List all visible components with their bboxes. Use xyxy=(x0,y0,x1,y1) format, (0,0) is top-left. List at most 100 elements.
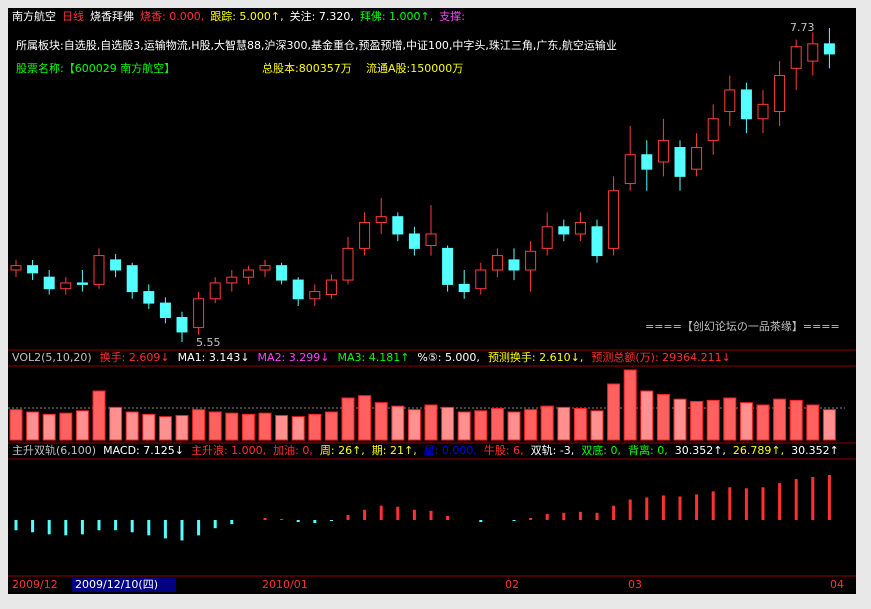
candle-body xyxy=(641,154,653,170)
candle-body xyxy=(176,317,188,333)
candle-body xyxy=(375,216,387,223)
candle-body xyxy=(226,276,238,284)
volume-bar xyxy=(9,409,23,441)
candle-body xyxy=(574,221,586,235)
status-text: 总股本:800357万 xyxy=(262,61,352,75)
status-text: 主升双轨(6,100) xyxy=(12,443,96,457)
volume-bar xyxy=(407,409,421,441)
volume-bar xyxy=(706,399,720,441)
candle-body xyxy=(242,269,254,278)
candle-body xyxy=(292,279,304,300)
volume-bar xyxy=(557,406,571,441)
volume-bar xyxy=(142,413,156,441)
status-text: 牛股: 6, xyxy=(484,443,524,457)
volume-bar xyxy=(773,398,787,441)
low-label: 5.55 xyxy=(196,336,221,349)
volume-bar xyxy=(374,402,388,441)
status-text: 主升浪: 1.000, xyxy=(191,443,266,457)
status-text: 日线 xyxy=(62,9,84,23)
candle-body xyxy=(342,247,354,281)
candle-body xyxy=(27,265,39,274)
volume-bar xyxy=(92,390,106,441)
volume-bar xyxy=(291,416,305,441)
status-text: 30.352↑, xyxy=(675,444,726,457)
volume-bar xyxy=(474,410,488,441)
volume-bar xyxy=(789,399,803,441)
status-text: 周: 26↑, xyxy=(320,444,365,457)
candle-body xyxy=(508,259,520,271)
volume-bar xyxy=(75,410,89,441)
watermark: ====【创幻论坛の一品茶缘】==== xyxy=(645,319,840,333)
status-text: 换手: 2.609↓ xyxy=(100,350,170,364)
date-label: 02 xyxy=(505,578,519,591)
candle-body xyxy=(591,226,603,257)
volume-bar xyxy=(341,397,355,441)
candle-body xyxy=(76,282,88,285)
high-label: 7.73 xyxy=(790,21,815,34)
volume-bar xyxy=(109,406,123,441)
volume-bar xyxy=(806,404,820,441)
volume-bar xyxy=(424,404,438,441)
candle-body xyxy=(60,282,72,290)
volume-bar xyxy=(822,409,836,441)
volume-bar xyxy=(756,404,770,441)
volume-bar xyxy=(391,405,405,441)
status-text: 流通A股:150000万 xyxy=(366,61,463,75)
volume-bar xyxy=(507,411,521,441)
status-text: 支撑: xyxy=(439,9,465,23)
status-text: MA3: 4.181↑ xyxy=(337,351,409,364)
volume-bar xyxy=(524,409,538,441)
candle-body xyxy=(408,233,420,249)
volume-bar xyxy=(125,411,139,441)
status-text: 南方航空 xyxy=(12,9,56,23)
volume-bar xyxy=(308,413,322,441)
volume-bar xyxy=(656,394,670,441)
status-text: 关注: 7.320, xyxy=(290,9,354,23)
candle-body xyxy=(359,221,371,249)
candle-body xyxy=(558,226,570,235)
volume-bar xyxy=(241,413,255,441)
candle-body xyxy=(724,89,736,113)
volume-bar xyxy=(673,398,687,441)
status-text: 股票名称:【600029 南方航空】 xyxy=(16,61,175,75)
status-text: 星: 0.000, xyxy=(424,444,477,457)
candle-body xyxy=(10,265,22,271)
status-text: 30.352↑ xyxy=(791,444,839,457)
candle-body xyxy=(93,255,105,285)
volume-bar xyxy=(607,383,621,441)
volume-bar xyxy=(573,408,587,441)
volume-bar xyxy=(358,395,372,441)
candle-body xyxy=(624,154,636,185)
candle-body xyxy=(193,298,205,329)
status-text: 期: 21↑, xyxy=(372,444,417,457)
sector-list: 所属板块:自选股,自选股3,运输物流,H股,大智慧88,沪深300,基金重仓,预… xyxy=(16,38,617,52)
date-highlight xyxy=(72,578,176,592)
candle-body xyxy=(325,279,337,295)
volume-bar xyxy=(739,402,753,441)
status-text: 烧香拜佛 xyxy=(90,10,134,23)
candle-body xyxy=(143,291,155,304)
status-text: MA2: 3.299↓ xyxy=(258,351,330,364)
candle-body xyxy=(475,269,487,290)
candle-body xyxy=(740,89,752,120)
volume-bar xyxy=(208,411,222,441)
candle-body xyxy=(43,276,55,290)
date-label: 2009/12 xyxy=(12,578,58,591)
status-text: VOL2(5,10,20) xyxy=(12,351,92,364)
status-text: 26.789↑, xyxy=(733,444,784,457)
candle-body xyxy=(458,283,470,293)
candle-body xyxy=(126,265,138,293)
candle-body xyxy=(707,118,719,141)
candle-body xyxy=(425,233,437,246)
volume-bar xyxy=(441,406,455,441)
candle-body xyxy=(657,139,669,163)
volume-bar xyxy=(590,410,604,441)
candle-body xyxy=(541,226,553,249)
status-text: 烧香: 0.000, xyxy=(140,10,204,23)
volume-bar xyxy=(490,408,504,441)
status-text: 背离: 0, xyxy=(628,443,668,457)
volume-bar xyxy=(324,411,338,441)
volume-bar xyxy=(158,416,172,441)
